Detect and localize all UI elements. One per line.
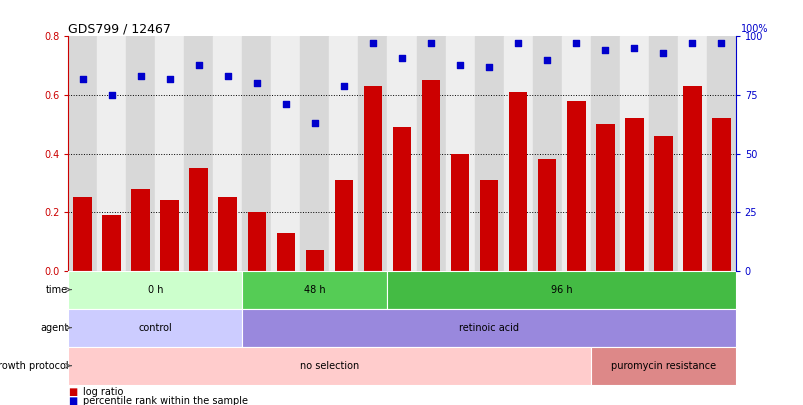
Bar [213, 36, 243, 271]
Point [424, 40, 437, 47]
Bar [190, 168, 208, 271]
Text: control: control [138, 323, 172, 333]
Bar [247, 212, 266, 271]
Point [192, 61, 205, 68]
Point [569, 40, 582, 47]
Bar [243, 36, 271, 271]
Point [221, 73, 234, 79]
Text: no selection: no selection [300, 361, 359, 371]
Bar [329, 36, 358, 271]
Bar [532, 36, 560, 271]
Text: 100%: 100% [740, 23, 768, 34]
Bar [503, 36, 532, 271]
Bar [537, 160, 556, 271]
Bar [305, 250, 324, 271]
Bar [131, 189, 150, 271]
Bar [271, 36, 300, 271]
Bar [682, 86, 701, 271]
Bar [73, 197, 92, 271]
Text: 0 h: 0 h [148, 285, 163, 294]
Bar [560, 36, 590, 271]
Bar [450, 153, 469, 271]
Point [627, 45, 640, 51]
Bar [508, 92, 527, 271]
Bar [595, 124, 613, 271]
Bar [387, 271, 735, 309]
Point [685, 40, 698, 47]
Bar [392, 127, 411, 271]
Bar [648, 36, 677, 271]
Bar [387, 36, 416, 271]
Bar [566, 101, 585, 271]
Text: growth protocol: growth protocol [0, 361, 68, 371]
Point [395, 54, 408, 61]
Bar [155, 36, 184, 271]
Text: agent: agent [40, 323, 68, 333]
Bar [300, 36, 329, 271]
Bar [474, 36, 503, 271]
Text: retinoic acid: retinoic acid [459, 323, 519, 333]
Point [251, 80, 263, 87]
Bar [653, 136, 672, 271]
Point [308, 120, 321, 126]
Text: log ratio: log ratio [83, 387, 123, 396]
Bar [619, 36, 648, 271]
Bar [416, 36, 445, 271]
Bar [421, 80, 440, 271]
Bar [68, 347, 590, 385]
Text: puromycin resistance: puromycin resistance [609, 361, 715, 371]
Bar [590, 347, 735, 385]
Bar [243, 271, 387, 309]
Bar [184, 36, 213, 271]
Bar [445, 36, 474, 271]
Bar [334, 180, 353, 271]
Bar [479, 180, 498, 271]
Point [134, 73, 147, 79]
Text: 48 h: 48 h [304, 285, 325, 294]
Text: GDS799 / 12467: GDS799 / 12467 [68, 22, 171, 35]
Point [105, 92, 118, 98]
Bar [358, 36, 387, 271]
Bar [68, 271, 243, 309]
Bar [126, 36, 155, 271]
Bar [706, 36, 735, 271]
Bar [243, 309, 735, 347]
Text: time: time [46, 285, 68, 294]
Point [482, 64, 495, 70]
Bar [68, 309, 243, 347]
Text: percentile rank within the sample: percentile rank within the sample [83, 396, 247, 405]
Point [540, 57, 552, 63]
Point [279, 101, 292, 108]
Bar [161, 200, 179, 271]
Point [453, 61, 466, 68]
Text: 96 h: 96 h [550, 285, 572, 294]
Bar [97, 36, 126, 271]
Point [511, 40, 524, 47]
Bar [624, 118, 642, 271]
Bar [590, 36, 619, 271]
Bar [102, 215, 121, 271]
Point [598, 47, 611, 54]
Point [163, 75, 176, 82]
Bar [677, 36, 706, 271]
Point [714, 40, 727, 47]
Point [337, 82, 350, 89]
Bar [68, 36, 97, 271]
Text: ■: ■ [68, 396, 78, 405]
Bar [218, 197, 237, 271]
Text: ■: ■ [68, 387, 78, 396]
Point [76, 75, 89, 82]
Bar [363, 86, 382, 271]
Point [366, 40, 379, 47]
Point [656, 49, 669, 56]
Bar [276, 232, 295, 271]
Bar [711, 118, 730, 271]
